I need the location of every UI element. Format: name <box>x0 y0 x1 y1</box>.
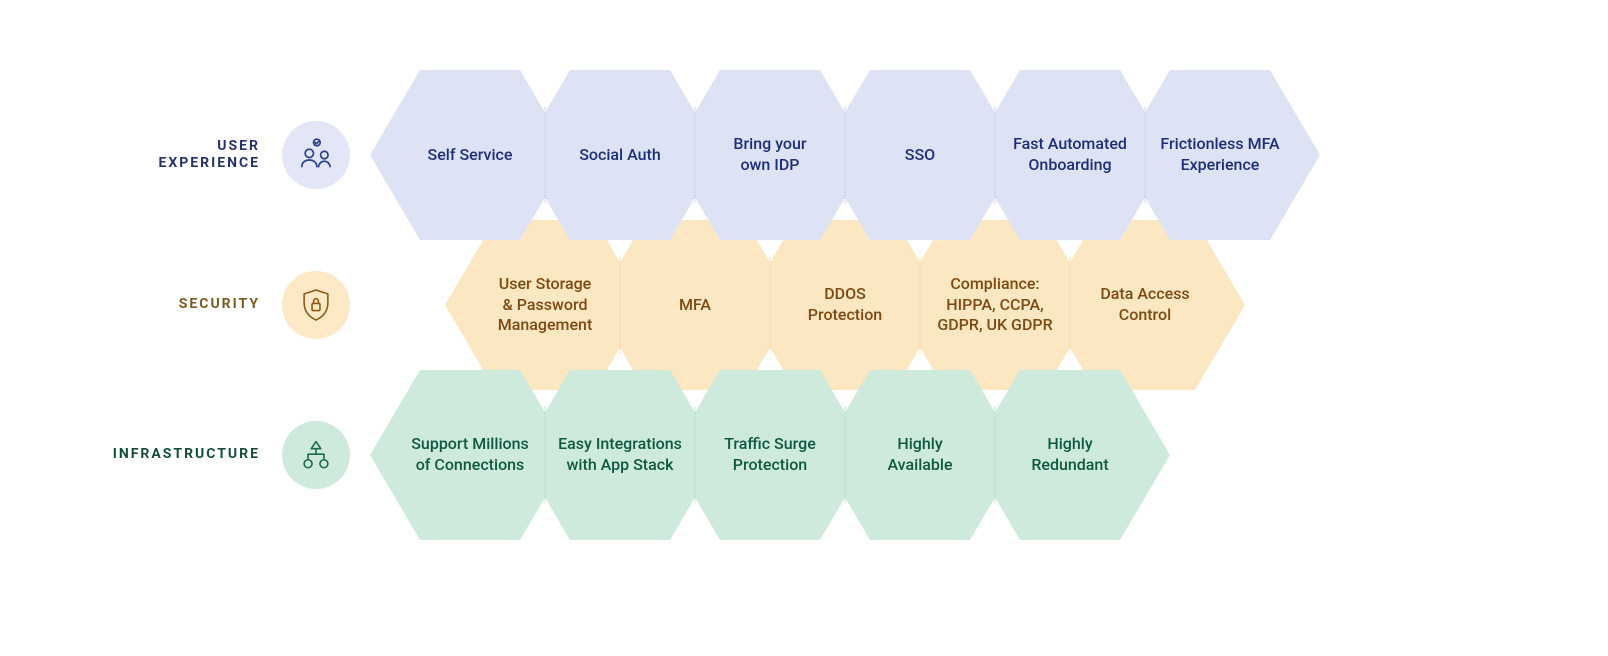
hex-cell-user-experience-5: Frictionless MFA Experience <box>1120 70 1320 240</box>
hex-cell-label: Compliance: HIPPA, CCPA, GDPR, UK GDPR <box>911 274 1078 336</box>
hex-cell-label: Easy Integrations with App Stack <box>532 434 708 476</box>
row-label-text-security: SECURITY <box>179 296 260 314</box>
row-label-security: SECURITY <box>70 271 350 339</box>
cell-divider <box>545 107 546 202</box>
hex-cell-label: Bring your own IDP <box>707 134 832 176</box>
row-label-text-infrastructure: INFRASTRUCTURE <box>113 446 260 464</box>
security-icon <box>282 271 350 339</box>
cell-divider <box>1070 257 1071 352</box>
hex-cell-infrastructure-4: Highly Redundant <box>970 370 1170 540</box>
hex-row-infrastructure: Support Millions of ConnectionsEasy Inte… <box>370 370 1170 540</box>
cell-divider <box>995 407 996 502</box>
cell-divider <box>920 257 921 352</box>
diagram-canvas: USER EXPERIENCE SECURITY INFRASTRUCTURE … <box>0 0 1608 656</box>
cell-divider <box>770 257 771 352</box>
hex-cell-label: DDOS Protection <box>782 284 908 326</box>
hex-cell-label: Fast Automated Onboarding <box>987 134 1153 176</box>
hex-cell-label: Highly Redundant <box>1005 434 1134 476</box>
cell-divider <box>545 407 546 502</box>
cell-divider <box>845 107 846 202</box>
hex-cell-label: MFA <box>653 295 737 316</box>
cell-divider <box>845 407 846 502</box>
hex-cell-label: SSO <box>879 145 961 166</box>
row-label-user-experience: USER EXPERIENCE <box>70 121 350 189</box>
hex-cell-label: Social Auth <box>553 145 687 166</box>
hex-cell-label: Traffic Surge Protection <box>698 434 842 476</box>
cell-divider <box>1145 107 1146 202</box>
cell-divider <box>620 257 621 352</box>
cell-divider <box>695 407 696 502</box>
row-label-text-user-experience: USER EXPERIENCE <box>158 138 260 173</box>
cell-divider <box>695 107 696 202</box>
hex-cell-label: Highly Available <box>861 434 978 476</box>
user-experience-icon <box>282 121 350 189</box>
hex-cell-label: User Storage & Password Management <box>472 274 619 336</box>
cell-divider <box>995 107 996 202</box>
hex-cell-security-4: Data Access Control <box>1045 220 1245 390</box>
row-label-infrastructure: INFRASTRUCTURE <box>70 421 350 489</box>
hex-cell-label: Data Access Control <box>1074 284 1215 326</box>
hex-row-security: User Storage & Password Management MFA DDO… <box>445 220 1245 390</box>
infrastructure-icon <box>282 421 350 489</box>
hex-cell-label: Self Service <box>402 145 539 166</box>
hex-cell-label: Support Millions of Connections <box>385 434 555 476</box>
hex-row-user-experience: Self Service Social Auth Bring your own ID… <box>370 70 1320 240</box>
hex-cell-label: Frictionless MFA Experience <box>1134 134 1305 176</box>
